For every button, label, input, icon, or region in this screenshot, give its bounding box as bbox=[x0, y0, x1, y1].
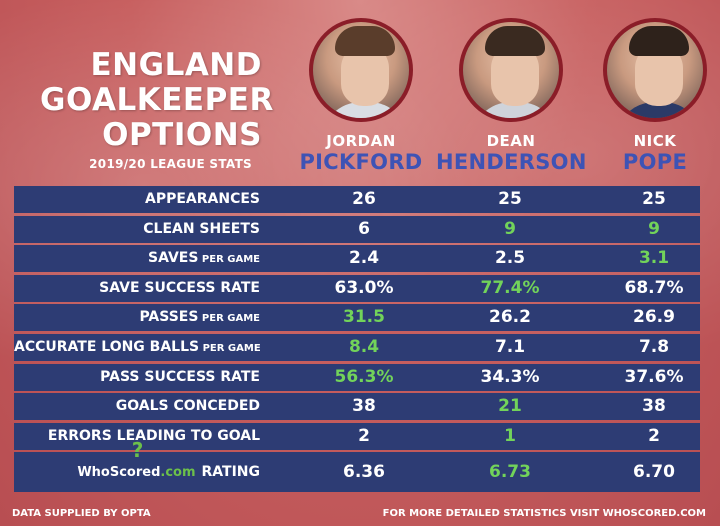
stat-label-text: PASS SUCCESS RATE bbox=[100, 368, 260, 385]
player-last-name: PICKFORD bbox=[299, 150, 423, 174]
rating-label: ? WhoScored.com RATING bbox=[14, 440, 261, 493]
stat-value: 7.8 bbox=[638, 337, 670, 357]
title-line-2: GOALKEEPER bbox=[40, 82, 274, 118]
stat-value: 7.1 bbox=[494, 337, 526, 357]
stats-table: APPEARANCES 26 25 25 CLEAN SHEETS 6 9 9 SAVES PE… bbox=[14, 186, 700, 496]
stat-row: ERRORS LEADING TO GOAL 2 1 2 bbox=[14, 422, 700, 450]
stat-value: 68.7% bbox=[624, 277, 684, 298]
stat-label: SAVES PER GAME bbox=[14, 245, 260, 272]
stat-label: SAVE SUCCESS RATE bbox=[14, 275, 260, 302]
stat-value: 9 bbox=[648, 218, 660, 239]
stat-value: 9 bbox=[504, 218, 516, 239]
stat-value: 1 bbox=[504, 425, 516, 446]
stat-row: CLEAN SHEETS 6 9 9 bbox=[14, 215, 700, 243]
stat-label-suffix: PER GAME bbox=[198, 313, 260, 325]
stat-value: 31.5 bbox=[343, 307, 385, 328]
stat-value: 2 bbox=[358, 425, 370, 446]
stat-row: APPEARANCES 26 25 25 bbox=[14, 186, 700, 213]
whoscored-promo: FOR MORE DETAILED STATISTICS VISIT WHOSC… bbox=[382, 508, 706, 519]
stat-row: PASSES PER GAME 31.5 26.2 26.9 bbox=[14, 304, 700, 332]
title-line-3: OPTIONS bbox=[102, 117, 262, 153]
stat-value: 25 bbox=[642, 189, 666, 209]
stat-value: 38 bbox=[642, 396, 666, 417]
stat-label-text: CLEAN SHEETS bbox=[143, 220, 260, 237]
stat-label: GOALS CONCEDED bbox=[14, 393, 260, 420]
stat-value: 21 bbox=[498, 396, 522, 417]
stat-value: 2.5 bbox=[494, 248, 526, 269]
question-mark-icon: ? bbox=[131, 438, 144, 463]
stat-row: GOALS CONCEDED 38 21 38 bbox=[14, 393, 700, 421]
page-title: ENGLAND GOALKEEPER OPTIONS bbox=[40, 47, 274, 153]
stat-label: APPEARANCES bbox=[14, 186, 260, 213]
logo-suffix: .com bbox=[160, 465, 196, 481]
stat-value: 26 bbox=[352, 189, 376, 209]
stat-row: PASS SUCCESS RATE 56.3% 34.3% 37.6% bbox=[14, 363, 700, 391]
logo-text: WhoScored bbox=[77, 465, 161, 481]
page-subtitle: 2019/20 LEAGUE STATS bbox=[89, 157, 252, 171]
stat-label: ERRORS LEADING TO GOAL bbox=[14, 423, 260, 450]
rating-value: 6.73 bbox=[489, 462, 531, 483]
stat-label: ACCURATE LONG BALLS PER GAME bbox=[14, 334, 261, 361]
stat-value: 38 bbox=[352, 396, 376, 417]
stat-value: 3.1 bbox=[638, 248, 670, 269]
player-photo-henderson bbox=[459, 18, 563, 122]
stat-value: 2 bbox=[648, 425, 660, 446]
stat-value: 56.3% bbox=[334, 366, 394, 387]
player-column-pickford: JORDAN PICKFORD bbox=[286, 18, 436, 174]
rating-value: 6.70 bbox=[633, 462, 675, 483]
stat-label: CLEAN SHEETS bbox=[14, 216, 260, 243]
stat-label: PASSES PER GAME bbox=[14, 304, 260, 331]
stat-row: SAVES PER GAME 2.4 2.5 3.1 bbox=[14, 245, 700, 273]
rating-row: ? WhoScored.com RATING 6.36 6.73 6.70 bbox=[14, 440, 700, 493]
player-photo-pickford bbox=[309, 18, 413, 122]
whoscored-logo-icon: ? WhoScored.com bbox=[77, 440, 196, 493]
stat-label-text: SAVE SUCCESS RATE bbox=[99, 279, 260, 296]
stat-value: 63.0% bbox=[334, 277, 394, 298]
stat-label-text: ACCURATE LONG BALLS bbox=[14, 339, 200, 355]
data-source-note: DATA SUPPLIED BY OPTA bbox=[12, 508, 151, 519]
player-last-name: HENDERSON bbox=[436, 150, 587, 174]
player-first-name: JORDAN bbox=[326, 132, 396, 150]
stat-label: PASS SUCCESS RATE bbox=[14, 364, 260, 391]
stat-value: 34.3% bbox=[480, 366, 540, 387]
stat-label-text: GOALS CONCEDED bbox=[115, 398, 260, 415]
rating-value: 6.36 bbox=[343, 462, 385, 483]
stat-value: 26.9 bbox=[633, 307, 675, 328]
stat-value: 77.4% bbox=[480, 277, 540, 298]
stat-label-text: SAVES bbox=[147, 250, 199, 267]
stat-value: 6 bbox=[358, 218, 370, 239]
rating-label-text: RATING bbox=[201, 464, 261, 481]
player-first-name: NICK bbox=[633, 132, 677, 150]
player-column-henderson: DEAN HENDERSON bbox=[436, 18, 586, 174]
player-column-pope: NICK POPE bbox=[580, 18, 720, 174]
stat-label-suffix: PER GAME bbox=[198, 254, 260, 266]
stat-value: 25 bbox=[498, 189, 522, 209]
stat-label-text: ERRORS LEADING TO GOAL bbox=[47, 427, 260, 444]
stat-label-suffix: PER GAME bbox=[199, 343, 261, 354]
stat-label-text: PASSES bbox=[139, 309, 199, 326]
player-last-name: POPE bbox=[622, 150, 688, 174]
stat-label-text: APPEARANCES bbox=[144, 191, 260, 207]
title-line-1: ENGLAND bbox=[90, 47, 262, 83]
stat-row: ACCURATE LONG BALLS PER GAME 8.4 7.1 7.8 bbox=[14, 334, 700, 361]
stat-row: SAVE SUCCESS RATE 63.0% 77.4% 68.7% bbox=[14, 274, 700, 302]
player-photo-pope bbox=[603, 18, 707, 122]
stat-value: 2.4 bbox=[348, 248, 380, 269]
stat-value: 8.4 bbox=[348, 337, 380, 357]
player-first-name: DEAN bbox=[486, 132, 536, 150]
stat-value: 37.6% bbox=[624, 366, 684, 387]
stat-value: 26.2 bbox=[489, 307, 531, 328]
